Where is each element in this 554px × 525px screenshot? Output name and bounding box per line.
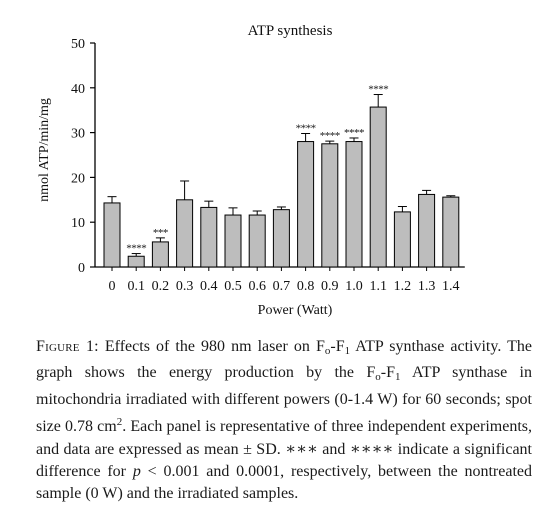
bar [297,141,315,268]
x-tick-label: 0.3 [176,279,194,294]
caption-subscript: o [375,371,381,384]
x-tick-label: 0.1 [127,279,145,294]
significance-label: *** [153,227,168,239]
bar [176,199,194,268]
x-tick-label: 1.1 [369,279,387,294]
x-tick-label: 0.6 [248,279,266,294]
bar [418,193,436,268]
bar [200,206,218,268]
caption-subscript: o [324,345,331,357]
significance-label: **** [126,243,146,255]
y-tick-label: 10 [71,216,85,231]
x-tick-label: 0.8 [297,279,315,294]
x-tick-label: 0.4 [200,279,218,294]
caption-italic: p [132,463,141,481]
caption-subscript: 1 [395,371,401,384]
y-axis-label: nmol ATP/min/mg [37,98,52,202]
plot-area: 0 10 20 30 40 50 0 0.1 **** 0.2 *** 0.3 0.4 0.5 0.6 0.7… [71,37,465,294]
x-tick-label: 1.0 [345,279,363,294]
x-tick-label: 1.3 [418,279,436,294]
y-tick-label: 40 [71,82,85,97]
bar [248,214,266,268]
x-tick-label: 0 [109,279,116,294]
chart-title: ATP synthesis [248,23,333,39]
y-tick-label: 0 [78,261,85,276]
x-tick-label: 1.4 [442,279,460,294]
bar [369,106,387,268]
caption-text: < 0.001 and 0.0001, respectively, betwee… [36,463,532,503]
significance-label: **** [320,130,340,142]
caption-text: -F [330,338,345,355]
caption-text: ATP synthase in mitochondria irradiated … [36,364,532,436]
x-tick-label: 1.2 [394,279,412,294]
figure-label: Figure 1: [36,338,99,355]
caption-text: . Each panel is representative of three … [36,418,533,481]
significance-label: **** [368,84,388,96]
y-tick-label: 20 [71,171,85,186]
y-tick-label: 50 [71,37,85,52]
x-tick-label: 0.9 [321,279,339,294]
bar [224,214,242,268]
bar [442,196,460,268]
bar [345,141,363,268]
y-tick-label: 30 [71,127,85,142]
caption-text: -F [380,364,395,382]
caption-text: Effects of the 980 nm laser on F [104,338,325,355]
bar [272,209,290,268]
x-tick-label: 0.2 [152,279,170,294]
caption-subscript: 1 [344,345,351,357]
bar [151,241,169,268]
x-axis-label: Power (Watt) [258,303,333,318]
x-tick-label: 0.7 [273,279,291,294]
figure-caption: Figure 1: Effects of the 980 nm laser on… [36,336,532,506]
bar [321,143,339,268]
caption-text: ATP synthase activity. The graph shows t… [36,338,532,382]
caption-superscript: 2 [116,416,123,429]
bar [127,255,145,268]
bar [103,202,121,268]
significance-label: **** [344,127,364,139]
bar [393,211,411,268]
bar-chart: ATP synthesis nmol ATP/min/mg Power (Wat… [37,23,465,318]
significance-label: **** [296,122,316,134]
x-tick-label: 0.5 [224,279,242,294]
